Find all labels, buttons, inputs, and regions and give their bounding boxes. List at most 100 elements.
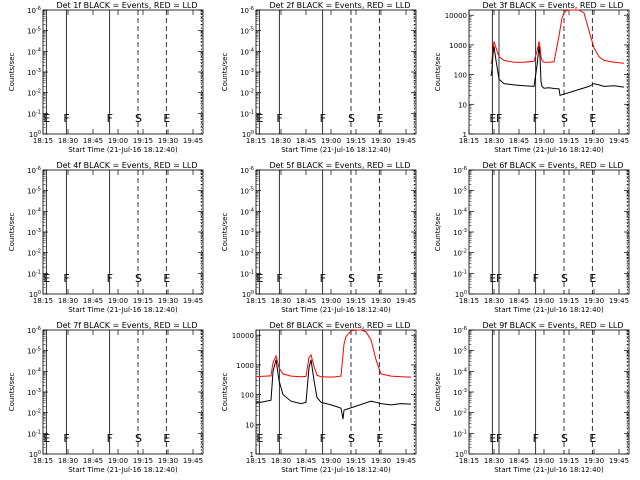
y-tick-label: 10-6 [27,326,41,335]
chart-title: Det 6f BLACK = Events, RED = LLD [482,161,623,170]
x-tick-label: 18:15 [246,297,266,305]
marker-label: E [589,112,596,125]
y-tick-label: 1 [250,451,254,459]
x-tick-label: 19:45 [183,297,203,305]
marker-label: E [163,112,170,125]
marker-label: F [107,432,113,445]
x-tick-label: 18:15 [33,457,53,465]
x-tick-label: 19:15 [133,137,153,145]
y-tick-label: 100 [29,130,41,139]
x-tick-label: 19:00 [321,297,341,305]
x-tick-label: 19:45 [396,137,416,145]
x-tick-label: 18:45 [296,137,316,145]
x-tick-label: 18:30 [58,457,78,465]
y-tick-label: 10-4 [240,207,254,216]
det-5-panel: Det 5f BLACK = Events, RED = LLD 100 10-1 1… [221,161,417,314]
x-tick-label: 18:45 [83,457,103,465]
x-tick-label: 18:15 [33,297,53,305]
marker-label: F [320,112,326,125]
y-tick-label: 10-5 [240,27,254,36]
y-tick-label: 10-6 [240,166,254,175]
x-axis-label: Start Time (21-Jul-16 18:12:40) [68,466,178,474]
marker-label: S [561,112,568,125]
det-8-panel: Det 8f BLACK = Events, RED = LLD 1 10 100 10… [221,321,417,474]
x-tick-label: 18:15 [33,137,53,145]
marker-label: F [533,432,539,445]
y-tick-label: 10-1 [27,109,41,118]
y-tick-label: 10-3 [453,388,467,397]
det-4-panel: Det 4f BLACK = Events, RED = LLD 100 10-1 1… [8,161,204,314]
marker-label: E [256,272,263,285]
y-axis-label: Counts/sec [221,53,229,92]
x-tick-label: 19:45 [396,297,416,305]
y-tick-label: 10-4 [27,367,41,376]
y-tick-label: 100 [242,130,254,139]
y-tick-label: 10-2 [27,409,41,418]
x-tick-label: 19:00 [108,457,128,465]
marker-label: F [533,272,539,285]
x-axis-label: Start Time (21-Jul-16 18:12:40) [281,146,391,154]
marker-label: F [107,272,113,285]
marker-label: F [496,432,502,445]
marker-label: E [376,432,383,445]
plot-frame [255,329,417,455]
y-axis-label: Counts/sec [8,213,16,252]
marker-label: F [107,112,113,125]
y-tick-label: 10-3 [27,388,41,397]
marker-label: F [276,112,282,125]
y-tick-label: 10-3 [453,228,467,237]
y-tick-label: 10-6 [453,166,467,175]
y-tick-label: 10-3 [27,68,41,77]
x-tick-label: 18:30 [271,137,291,145]
marker-label: F [533,112,539,125]
x-tick-label: 18:15 [459,457,479,465]
y-tick-label: 100 [29,290,41,299]
marker-label: E [376,112,383,125]
y-tick-label: 10-1 [27,269,41,278]
x-axis-label: Start Time (21-Jul-16 18:12:40) [494,306,604,314]
y-tick-label: 10-5 [27,187,41,196]
y-tick-label: 10-4 [453,367,467,376]
det-7-panel: Det 7f BLACK = Events, RED = LLD 100 10-1 1… [8,321,204,474]
chart-title: Det 9f BLACK = Events, RED = LLD [482,321,623,330]
x-tick-label: 19:15 [346,137,366,145]
lld-series-line [255,329,412,378]
x-tick-label: 19:45 [396,457,416,465]
marker-label: E [163,272,170,285]
y-tick-label: 10-1 [27,429,41,438]
det-1-panel: Det 1f BLACK = Events, RED = LLD 100 10-1 1… [8,1,204,154]
y-tick-label: 10-3 [27,228,41,237]
y-tick-label: 10000 [445,12,467,20]
chart-title: Det 2f BLACK = Events, RED = LLD [269,1,410,10]
x-tick-label: 18:45 [296,297,316,305]
y-tick-label: 10-6 [240,6,254,15]
x-tick-label: 18:45 [509,457,529,465]
x-axis-label: Start Time (21-Jul-16 18:12:40) [494,146,604,154]
x-tick-label: 18:30 [271,457,291,465]
det-9-panel: Det 9f BLACK = Events, RED = LLD 100 10-1 1… [434,321,630,474]
y-tick-label: 10-5 [453,347,467,356]
x-tick-label: 18:15 [246,457,266,465]
x-tick-label: 18:30 [58,137,78,145]
x-tick-label: 18:45 [83,137,103,145]
y-tick-label: 10-1 [453,429,467,438]
y-tick-label: 100 [29,450,41,459]
y-tick-label: 10-1 [453,269,467,278]
x-axis-label: Start Time (21-Jul-16 18:12:40) [494,466,604,474]
chart-title: Det 7f BLACK = Events, RED = LLD [56,321,197,330]
marker-label: E [489,432,496,445]
marker-label: F [276,432,282,445]
y-tick-label: 10-1 [240,109,254,118]
y-tick-label: 10 [458,101,467,109]
x-tick-label: 18:15 [459,297,479,305]
y-tick-label: 10-4 [240,47,254,56]
plot-frame [468,9,630,135]
x-tick-label: 18:45 [83,297,103,305]
y-tick-label: 10-2 [453,409,467,418]
x-tick-label: 19:00 [534,457,554,465]
marker-label: E [489,112,496,125]
y-tick-label: 1000 [236,362,254,370]
x-axis-label: Start Time (21-Jul-16 18:12:40) [68,146,178,154]
marker-label: E [256,432,263,445]
marker-label: E [163,432,170,445]
